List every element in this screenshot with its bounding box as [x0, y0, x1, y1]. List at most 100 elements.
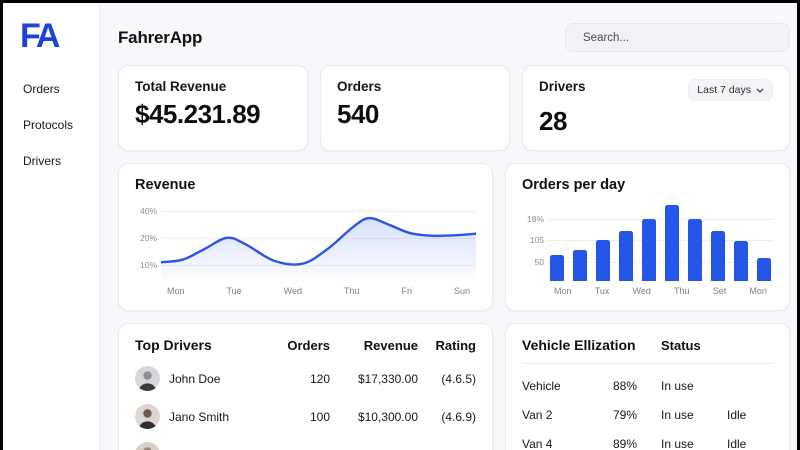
avatar [135, 366, 160, 391]
x-tick-label: Set [712, 286, 727, 296]
x-tick-label: Mon [749, 286, 767, 296]
driver-rating: (4.9.0) [418, 448, 476, 450]
topbar: FahrerApp [118, 23, 790, 52]
top-drivers-title: Top Drivers [135, 337, 212, 353]
bar [734, 241, 748, 281]
app-logo: FA [20, 17, 60, 55]
driver-rating: (4.6.5) [441, 371, 476, 386]
stat-card-total-revenue: Total Revenue $45.231.89 [118, 65, 308, 151]
avatar [135, 442, 160, 450]
vehicle-percent: 88% [613, 379, 638, 393]
vehicle-percent: 89% [613, 437, 638, 450]
stat-label: Total Revenue [135, 79, 227, 94]
stat-value: $45.231.89 [135, 99, 261, 129]
revenue-line-chart [161, 201, 476, 281]
stat-value: 540 [337, 99, 379, 129]
y-tick: 18% [526, 213, 544, 224]
driver-name: Michael Brown [169, 448, 248, 450]
driver-name: John Doe [169, 371, 221, 386]
vehicle-status: In use [661, 408, 694, 422]
bar [596, 240, 610, 281]
x-tick-label: Wed [632, 286, 651, 296]
stat-label: Orders [337, 79, 382, 94]
vehicle-name: Vehicle [522, 379, 561, 393]
orders-chart-title: Orders per day [522, 177, 626, 193]
date-range-label: Last 7 days [697, 84, 751, 96]
driver-orders: 99 [278, 448, 330, 450]
bar [619, 231, 633, 281]
revenue-chart-title: Revenue [135, 177, 196, 193]
column-status: Status [661, 337, 701, 353]
sidebar-item-orders[interactable]: Orders [23, 82, 60, 96]
bar [550, 255, 564, 281]
column-rating: Rating [435, 337, 476, 353]
driver-revenue: $3.385.25 [330, 448, 418, 450]
sidebar-item-protocols[interactable]: Protocols [23, 118, 74, 132]
table-row: Van 4 89% In use Idle [522, 437, 773, 450]
table-row: Van 2 79% In use Idle [522, 408, 773, 422]
stat-card-drivers: Drivers Last 7 days 28 [522, 65, 790, 151]
vehicle-extra-status: Idle [727, 437, 747, 450]
bar [688, 218, 702, 281]
vehicle-table-title: Vehicle Ellization [522, 337, 636, 353]
vehicle-name: Van 4 [522, 437, 553, 450]
sidebar-item-drivers[interactable]: Drivers [23, 154, 61, 168]
driver-revenue: $17,330.00 [357, 371, 418, 386]
y-tick: 50 [534, 256, 544, 267]
top-drivers-card: Top Drivers Orders Revenue Rating John D… [118, 323, 493, 450]
orders-y-axis: 18% 105 50 [522, 201, 548, 281]
x-tick-label: Wed [283, 286, 303, 296]
revenue-chart-card: Revenue 40% 20% 10% [118, 163, 493, 311]
sidebar: FA Orders Protocols Drivers [3, 3, 100, 450]
charts-row: Revenue 40% 20% 10% [118, 163, 790, 311]
driver-rating: (4.6.9) [441, 409, 476, 424]
table-row: Jano Smith 100 $10,300.00 (4.6.9) [135, 404, 476, 429]
orders-bar-plot [548, 201, 773, 281]
stat-value: 28 [539, 106, 567, 136]
x-tick-label: Mon [554, 286, 572, 296]
x-tick-label: Thu [344, 286, 360, 296]
avatar [135, 404, 160, 429]
table-row: Vehicle 88% In use [522, 379, 773, 393]
table-row: John Doe 120 $17,330.00 (4.6.5) [135, 366, 476, 391]
vehicle-status: In use [661, 437, 694, 450]
bar [642, 219, 656, 281]
revenue-x-axis: Mon Tue Wed Thu Fri Sun [161, 286, 476, 296]
x-tick-label: Sun [453, 286, 470, 296]
chevron-down-icon [756, 84, 764, 96]
driver-orders: 100 [309, 409, 330, 424]
driver-revenue: $10,300.00 [357, 409, 418, 424]
app-window: FA Orders Protocols Drivers FahrerApp To… [3, 3, 797, 450]
x-tick-label: Fri [401, 286, 413, 296]
y-tick: 20% [139, 232, 157, 243]
column-orders: Orders [287, 337, 330, 353]
vehicle-utilization-card: Vehicle Ellization Status Vehicle 88% In… [505, 323, 790, 450]
orders-per-day-chart-card: Orders per day 18% 105 50 Mon Tux Wed Thu Se… [505, 163, 790, 311]
stat-card-orders: Orders 540 [320, 65, 510, 151]
date-range-filter-button[interactable]: Last 7 days [688, 79, 773, 101]
x-tick-label: Thu [674, 286, 690, 296]
main-content: FahrerApp Total Revenue $45.231.89 Order… [100, 3, 797, 450]
x-tick-label: Tue [226, 286, 242, 296]
search-input[interactable] [565, 23, 790, 52]
vehicle-table-header: Vehicle Ellization Status [522, 337, 773, 364]
y-tick: 40% [139, 205, 157, 216]
sidebar-nav: Orders Protocols Drivers [3, 82, 99, 168]
bar [757, 257, 771, 281]
orders-x-axis: Mon Tux Wed Thu Set Mon [548, 286, 773, 296]
y-tick: 105 [529, 235, 544, 246]
tables-row: Top Drivers Orders Revenue Rating John D… [118, 323, 790, 450]
page-title: FahrerApp [118, 27, 203, 47]
bar-chart-bars [548, 201, 773, 281]
bar [573, 249, 587, 281]
revenue-y-axis: 40% 20% 10% [135, 201, 161, 281]
vehicle-percent: 79% [613, 408, 638, 422]
stats-row: Total Revenue $45.231.89 Orders 540 Driv… [118, 65, 790, 151]
stat-label: Drivers [539, 79, 586, 94]
driver-name: Jano Smith [169, 409, 230, 424]
vehicle-extra-status: Idle [727, 408, 747, 422]
bar [665, 204, 679, 281]
bar [711, 231, 725, 281]
x-tick-label: Tux [594, 286, 610, 296]
table-row: Michael Brown 99 $3.385.25 (4.9.0) [135, 442, 476, 450]
